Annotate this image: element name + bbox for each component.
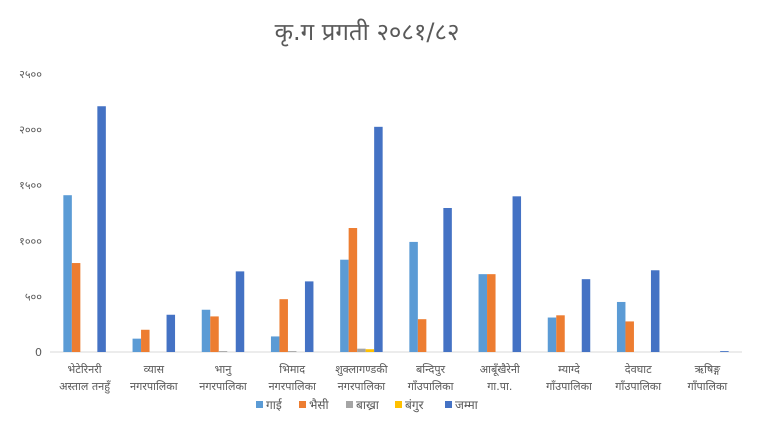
legend-swatch — [395, 401, 402, 408]
bar — [141, 329, 150, 352]
y-tick-label: २००० — [19, 124, 42, 137]
y-tick-label: ५०० — [25, 290, 42, 303]
category-label: आबूँखैरेनी — [480, 363, 520, 377]
category-label: गाँउपालिका — [408, 380, 454, 393]
bar — [625, 321, 634, 352]
category-label: गाँपालिका — [688, 380, 728, 393]
bar — [63, 195, 72, 352]
bar — [357, 348, 366, 352]
legend-swatch — [299, 401, 306, 408]
category-label: देवघाट — [625, 363, 652, 376]
bar — [443, 207, 452, 352]
bar — [409, 241, 418, 352]
y-tick-label: १५०० — [19, 179, 42, 192]
category-label: गाँउपालिका — [546, 380, 592, 393]
y-tick-label: २५०० — [19, 68, 42, 81]
bar — [287, 351, 297, 352]
y-tick-label: १००० — [19, 235, 42, 248]
bar — [720, 351, 729, 352]
y-tick-label: 0 — [35, 346, 42, 359]
bar — [650, 270, 660, 352]
category-label: भानु — [215, 363, 233, 376]
category-label: अस्ताल तनहुँ — [59, 380, 111, 394]
bar — [71, 263, 81, 352]
category-label: व्यास — [144, 363, 165, 376]
bar — [581, 279, 591, 352]
bar — [616, 301, 626, 352]
bar — [270, 336, 280, 352]
bar — [478, 274, 488, 352]
bar — [235, 271, 245, 352]
legend-label: भैसी — [309, 398, 330, 412]
category-label: नगरपालिका — [268, 380, 316, 393]
bar — [365, 349, 375, 352]
bar — [417, 319, 427, 352]
bar — [218, 351, 228, 352]
bar — [487, 274, 496, 352]
bar — [374, 126, 383, 352]
category-label: म्याग्दे — [558, 363, 580, 376]
legend-label: बाख्रा — [356, 398, 380, 412]
category-label: भिमाद — [279, 363, 305, 376]
category-label: ऋषिङ्ग — [695, 363, 722, 376]
legend-swatch — [256, 401, 263, 408]
legend-label: गाई — [266, 398, 283, 412]
bar — [512, 196, 522, 352]
category-label: बन्दिपुर — [416, 363, 446, 376]
category-label: गाँउपालिका — [615, 380, 661, 393]
category-label: नगरपालिका — [338, 380, 386, 393]
legend: गाई भैसी बाख्रा बंगुर जम्मा — [256, 398, 479, 413]
bar — [547, 317, 557, 352]
bar — [279, 299, 288, 352]
y-axis: 0 ५०० १००० १५०० २००० २५०० — [19, 68, 42, 359]
category-label: नगरपालिका — [130, 380, 178, 393]
category-label: भेटेरिनरी — [68, 363, 102, 376]
legend-swatch — [346, 401, 353, 408]
bar — [201, 309, 211, 352]
bar — [304, 281, 314, 352]
legend-label: जम्मा — [455, 398, 479, 412]
bar — [210, 316, 219, 352]
legend-swatch — [445, 401, 452, 408]
bar — [132, 338, 142, 352]
category-label: गा.पा. — [487, 380, 512, 393]
category-label: नगरपालिका — [199, 380, 247, 393]
chart-title: कृ.ग प्रगती २०८१/८२ — [275, 18, 460, 47]
category-label: शुक्लागण्डकी — [335, 363, 388, 376]
plot-area — [63, 106, 729, 352]
x-axis: भेटेरिनरी अस्ताल तनहुँ व्यास नगरपालिका भानु न… — [59, 363, 727, 394]
bar — [348, 228, 358, 352]
bar — [166, 314, 176, 352]
bar — [340, 259, 349, 352]
bar — [556, 315, 565, 352]
legend-label: बंगुर — [405, 398, 425, 413]
bar — [97, 106, 106, 352]
